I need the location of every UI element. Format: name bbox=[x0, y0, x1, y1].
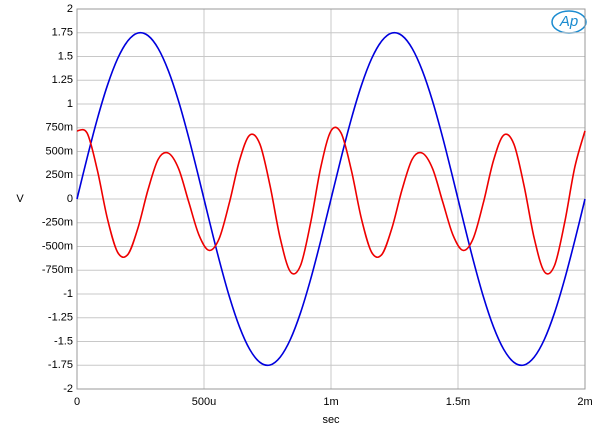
x-tick-label: 0 bbox=[74, 396, 80, 408]
y-tick-label: -1.75 bbox=[48, 359, 73, 371]
y-tick-label: 1 bbox=[67, 98, 73, 110]
x-axis-label: sec bbox=[322, 414, 340, 426]
y-tick-label: 750m bbox=[45, 122, 73, 134]
y-tick-label: -1.5 bbox=[54, 335, 73, 347]
x-tick-label: 1.5m bbox=[446, 396, 470, 408]
y-tick-label: 1.25 bbox=[52, 74, 73, 86]
x-tick-label: 1m bbox=[323, 396, 338, 408]
y-axis-label: V bbox=[16, 193, 24, 205]
y-tick-label: -2 bbox=[63, 383, 73, 395]
series-line bbox=[76, 31, 586, 367]
series-line bbox=[76, 126, 586, 275]
y-tick-label: 500m bbox=[45, 145, 73, 157]
y-tick-label: 2 bbox=[67, 3, 73, 15]
y-tick-label: 250m bbox=[45, 169, 73, 181]
logo: Ap bbox=[559, 13, 578, 30]
x-tick-label: 500u bbox=[192, 396, 216, 408]
y-tick-label: -250m bbox=[42, 217, 73, 229]
y-tick-label: -1.25 bbox=[48, 312, 73, 324]
y-tick-label: 1.5 bbox=[58, 50, 73, 62]
y-tick-label: 1.75 bbox=[52, 27, 73, 39]
y-tick-label: -750m bbox=[42, 264, 73, 276]
y-tick-label: -1 bbox=[63, 288, 73, 300]
y-tick-label: -500m bbox=[42, 240, 73, 252]
y-tick-label: 0 bbox=[67, 193, 73, 205]
x-tick-label: 2m bbox=[577, 396, 592, 408]
